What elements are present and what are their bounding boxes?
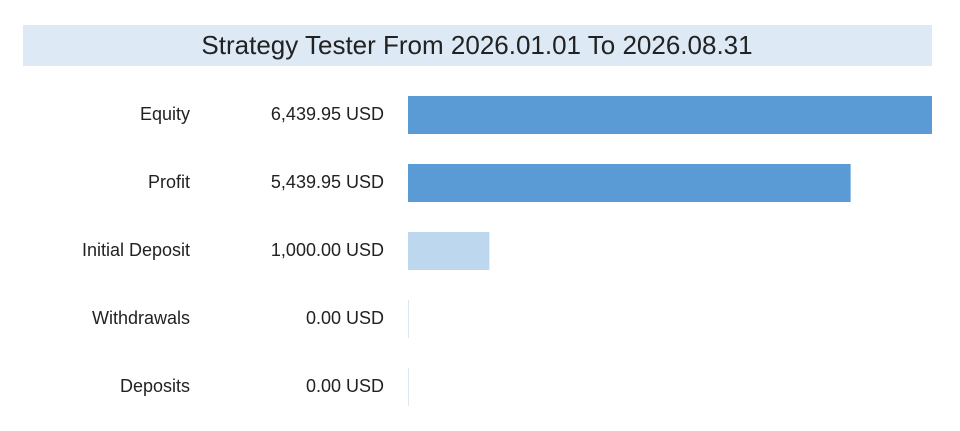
bar (408, 96, 932, 134)
bar (408, 164, 851, 202)
chart-title: Strategy Tester From 2026.01.01 To 2026.… (201, 30, 752, 60)
value-label: 0.00 USD (306, 308, 384, 328)
title-band (23, 25, 932, 66)
category-label: Equity (140, 104, 190, 124)
value-label: 5,439.95 USD (271, 172, 384, 192)
category-label: Initial Deposit (82, 240, 190, 260)
category-label: Deposits (120, 376, 190, 396)
value-label: 1,000.00 USD (271, 240, 384, 260)
value-label: 0.00 USD (306, 376, 384, 396)
category-label: Withdrawals (92, 308, 190, 328)
value-label: 6,439.95 USD (271, 104, 384, 124)
bar (408, 232, 490, 270)
category-label: Profit (148, 172, 190, 192)
